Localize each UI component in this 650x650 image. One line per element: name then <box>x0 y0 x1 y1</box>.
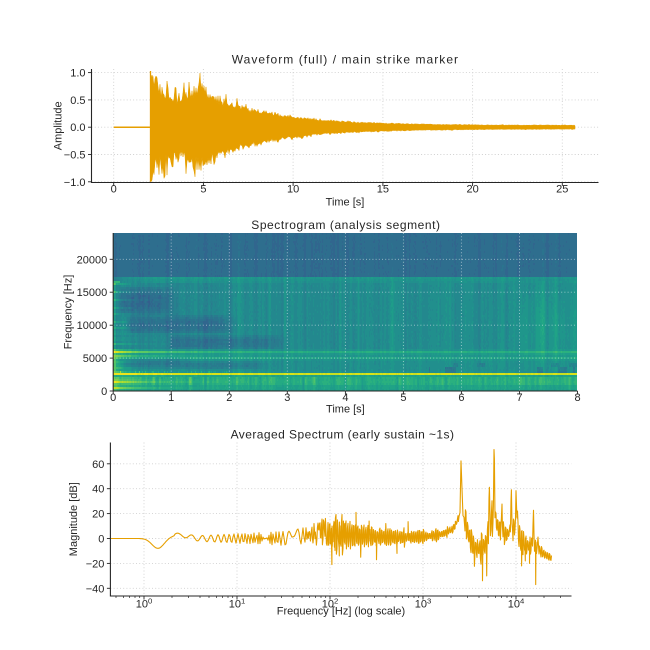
svg-text:15000: 15000 <box>77 287 108 299</box>
svg-text:25: 25 <box>556 183 568 195</box>
svg-text:Spectrogram (analysis segment): Spectrogram (analysis segment) <box>251 218 440 232</box>
svg-text:10000: 10000 <box>77 320 108 332</box>
svg-text:0: 0 <box>111 183 117 195</box>
svg-text:3: 3 <box>284 392 290 404</box>
svg-text:Frequency [Hz]: Frequency [Hz] <box>63 275 75 350</box>
svg-text:Waveform (full) / main strike: Waveform (full) / main strike marker <box>232 52 459 66</box>
svg-text:−1.0: −1.0 <box>64 177 86 189</box>
svg-text:−20: −20 <box>86 558 105 570</box>
svg-text:−40: −40 <box>86 583 105 595</box>
svg-text:20000: 20000 <box>77 254 108 266</box>
svg-text:Time [s]: Time [s] <box>326 197 365 209</box>
svg-text:0: 0 <box>110 392 116 404</box>
svg-text:0: 0 <box>101 386 107 398</box>
svg-text:4: 4 <box>342 392 348 404</box>
svg-text:Magnitude [dB]: Magnitude [dB] <box>68 482 80 556</box>
svg-text:0.0: 0.0 <box>70 122 85 134</box>
svg-text:5000: 5000 <box>83 353 107 365</box>
svg-text:1: 1 <box>168 392 174 404</box>
svg-text:Time [s]: Time [s] <box>326 404 365 416</box>
svg-text:1.0: 1.0 <box>70 68 85 80</box>
svg-text:60: 60 <box>92 459 104 471</box>
svg-text:10: 10 <box>287 183 299 195</box>
svg-text:Amplitude: Amplitude <box>53 101 65 150</box>
svg-text:5: 5 <box>400 392 406 404</box>
svg-text:8: 8 <box>574 392 580 404</box>
svg-text:7: 7 <box>516 392 522 404</box>
svg-text:15: 15 <box>377 183 389 195</box>
svg-text:20: 20 <box>466 183 478 195</box>
svg-text:5: 5 <box>200 183 206 195</box>
svg-text:40: 40 <box>92 484 104 496</box>
svg-text:Averaged Spectrum (early susta: Averaged Spectrum (early sustain ~1s) <box>231 428 455 442</box>
svg-text:Frequency [Hz] (log scale): Frequency [Hz] (log scale) <box>277 605 405 617</box>
svg-text:0.5: 0.5 <box>70 95 85 107</box>
svg-text:2: 2 <box>226 392 232 404</box>
svg-text:6: 6 <box>458 392 464 404</box>
svg-text:20: 20 <box>92 509 104 521</box>
svg-text:0: 0 <box>98 534 104 546</box>
svg-text:−0.5: −0.5 <box>64 150 86 162</box>
